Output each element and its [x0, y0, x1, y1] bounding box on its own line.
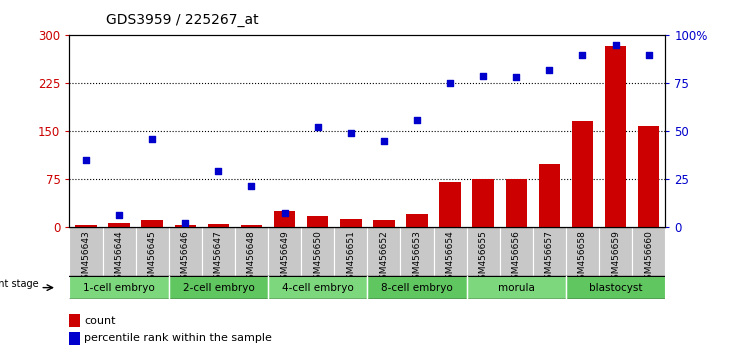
Bar: [169, 276, 268, 299]
Bar: [235, 227, 268, 276]
Bar: [268, 227, 301, 276]
Text: GSM456658: GSM456658: [578, 230, 587, 285]
Text: 4-cell embryo: 4-cell embryo: [282, 282, 354, 293]
Text: morula: morula: [498, 282, 534, 293]
Point: [444, 80, 456, 86]
Bar: [136, 227, 169, 276]
Text: count: count: [84, 316, 115, 326]
Bar: [175, 225, 196, 227]
Bar: [500, 227, 533, 276]
Bar: [367, 227, 401, 276]
Text: blastocyst: blastocyst: [588, 282, 643, 293]
Bar: [566, 227, 599, 276]
Text: GSM456652: GSM456652: [379, 230, 388, 285]
Bar: [605, 46, 626, 227]
Bar: [102, 227, 136, 276]
Bar: [169, 227, 202, 276]
Bar: [69, 332, 80, 345]
Bar: [539, 164, 560, 227]
Point: [411, 117, 423, 122]
Bar: [433, 227, 466, 276]
Bar: [202, 227, 235, 276]
Point: [378, 138, 390, 143]
Text: percentile rank within the sample: percentile rank within the sample: [84, 333, 272, 343]
Text: GSM456647: GSM456647: [214, 230, 223, 285]
Text: GSM456657: GSM456657: [545, 230, 554, 285]
Point: [577, 52, 588, 57]
Text: GDS3959 / 225267_at: GDS3959 / 225267_at: [106, 12, 259, 27]
Text: GSM456651: GSM456651: [346, 230, 355, 285]
Point: [610, 42, 621, 48]
Point: [179, 220, 191, 225]
Bar: [472, 179, 494, 227]
Point: [279, 210, 290, 216]
Bar: [638, 126, 659, 227]
Bar: [533, 227, 566, 276]
Text: GSM456659: GSM456659: [611, 230, 620, 285]
Point: [510, 75, 522, 80]
Bar: [367, 276, 466, 299]
Bar: [406, 214, 428, 227]
Bar: [466, 227, 500, 276]
Bar: [301, 227, 334, 276]
Bar: [141, 220, 163, 227]
Bar: [572, 121, 594, 227]
Text: GSM456649: GSM456649: [280, 230, 289, 285]
Point: [80, 157, 92, 162]
Text: GSM456650: GSM456650: [313, 230, 322, 285]
Bar: [506, 179, 527, 227]
Bar: [69, 227, 102, 276]
Bar: [240, 225, 262, 227]
Point: [544, 67, 556, 73]
Text: GSM456653: GSM456653: [412, 230, 422, 285]
Point: [345, 130, 357, 136]
Point: [246, 184, 257, 189]
Point: [146, 136, 158, 142]
Bar: [439, 182, 461, 227]
Point: [312, 124, 324, 130]
Bar: [334, 227, 367, 276]
Bar: [340, 219, 362, 227]
Point: [113, 212, 125, 218]
Text: GSM456655: GSM456655: [479, 230, 488, 285]
Bar: [75, 225, 96, 227]
Text: GSM456654: GSM456654: [446, 230, 455, 285]
Text: GSM456656: GSM456656: [512, 230, 520, 285]
Bar: [69, 276, 169, 299]
Point: [477, 73, 489, 78]
Bar: [401, 227, 433, 276]
Bar: [373, 220, 395, 227]
Text: development stage: development stage: [0, 279, 38, 289]
Bar: [307, 216, 328, 227]
Bar: [599, 227, 632, 276]
Bar: [208, 224, 229, 227]
Text: 8-cell embryo: 8-cell embryo: [381, 282, 452, 293]
Bar: [108, 223, 130, 227]
Text: GSM456645: GSM456645: [148, 230, 156, 285]
Text: GSM456643: GSM456643: [81, 230, 91, 285]
Bar: [466, 276, 566, 299]
Bar: [268, 276, 367, 299]
Point: [213, 168, 224, 174]
Text: 2-cell embryo: 2-cell embryo: [183, 282, 254, 293]
Text: GSM456660: GSM456660: [644, 230, 654, 285]
Bar: [274, 211, 295, 227]
Text: GSM456646: GSM456646: [181, 230, 190, 285]
Point: [643, 52, 654, 57]
Bar: [69, 314, 80, 327]
Bar: [566, 276, 665, 299]
Text: 1-cell embryo: 1-cell embryo: [83, 282, 155, 293]
Bar: [632, 227, 665, 276]
Text: GSM456648: GSM456648: [247, 230, 256, 285]
Text: GSM456644: GSM456644: [115, 230, 124, 285]
